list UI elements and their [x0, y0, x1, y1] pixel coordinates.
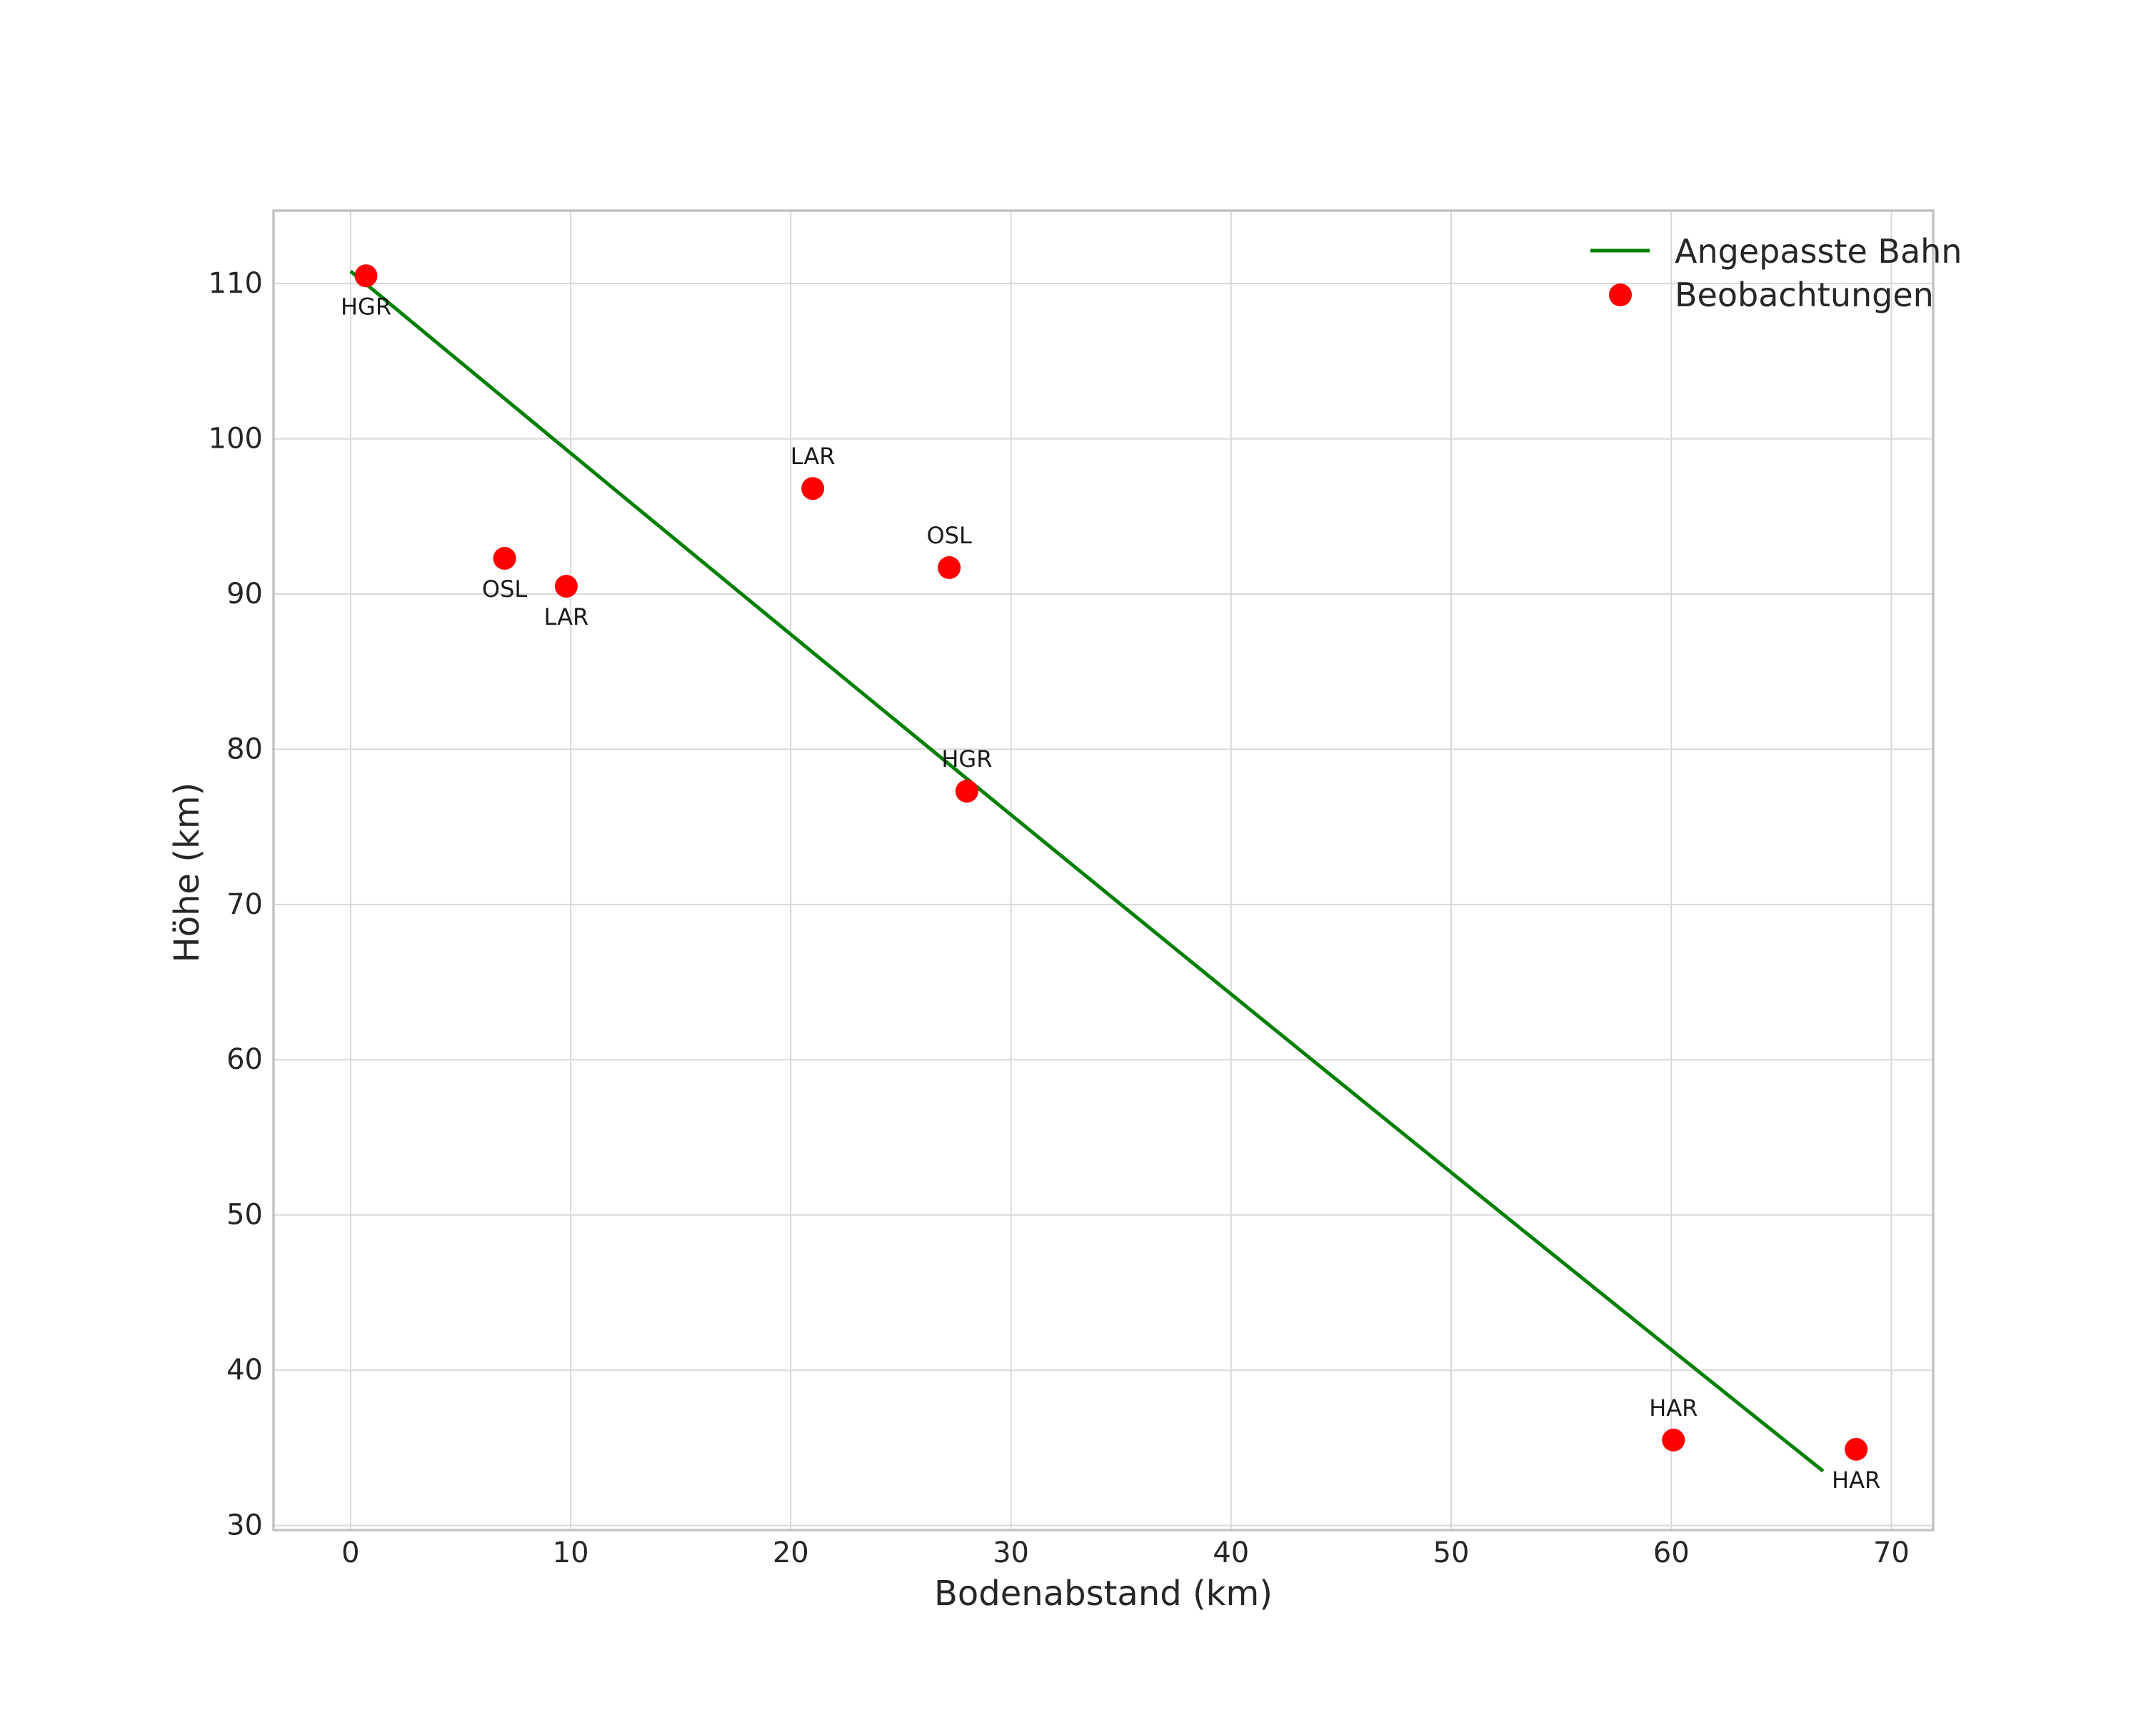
y-tick-110: 110 — [209, 267, 263, 300]
y-axis-label: Höhe (km) — [167, 783, 207, 963]
observation-marker-har-6 — [1662, 1428, 1685, 1452]
legend: Angepasste Bahn Beobachtungen — [1590, 232, 1962, 314]
x-tick-70: 70 — [1873, 1537, 1910, 1569]
plot-border — [272, 209, 1935, 1532]
station-label-har-6: HAR — [1649, 1394, 1698, 1422]
y-tick-100: 100 — [209, 423, 263, 456]
legend-label-fit-line: Angepasste Bahn — [1675, 232, 1962, 271]
station-label-lar-2: LAR — [544, 603, 589, 630]
observation-marker-lar-2 — [554, 575, 578, 598]
observation-marker-osl-4 — [938, 556, 961, 579]
x-tick-0: 0 — [341, 1537, 359, 1569]
x-tick-30: 30 — [993, 1537, 1029, 1569]
grid — [274, 211, 1933, 1530]
observation-marker-har-7 — [1845, 1437, 1868, 1461]
y-tick-60: 60 — [226, 1043, 263, 1076]
x-tick-60: 60 — [1653, 1537, 1690, 1569]
x-tick-20: 20 — [773, 1537, 809, 1569]
x-tick-40: 40 — [1213, 1537, 1249, 1569]
observation-marker-osl-1 — [493, 547, 516, 570]
station-label-osl-4: OSL — [927, 522, 973, 549]
observation-marker-hgr-0 — [354, 264, 378, 288]
x-tick-10: 10 — [553, 1537, 589, 1569]
station-label-lar-3: LAR — [791, 443, 836, 470]
y-tick-30: 30 — [226, 1509, 263, 1542]
legend-marker-swatch — [1609, 283, 1632, 306]
station-label-hgr-5: HGR — [941, 745, 992, 773]
station-label-har-7: HAR — [1832, 1467, 1880, 1494]
x-tick-50: 50 — [1433, 1537, 1470, 1569]
y-tick-90: 90 — [226, 578, 263, 610]
observation-points: HGR OSL LAR LAR OSL HGR HAR HAR — [341, 264, 1880, 1494]
y-tick-40: 40 — [226, 1354, 263, 1387]
tick-labels: 0 10 20 30 40 50 60 70 30 40 50 60 70 80 90 100 110 — [209, 267, 1910, 1569]
y-tick-70: 70 — [226, 888, 263, 921]
legend-label-observations: Beobachtungen — [1675, 276, 1934, 314]
observation-marker-hgr-5 — [955, 780, 978, 803]
observation-marker-lar-3 — [801, 477, 825, 501]
fit-line — [349, 269, 1825, 1473]
station-label-osl-1: OSL — [482, 575, 528, 603]
y-tick-80: 80 — [226, 733, 263, 765]
station-label-hgr-0: HGR — [341, 293, 391, 320]
y-tick-50: 50 — [226, 1199, 263, 1232]
x-axis-label: Bodenabstand (km) — [934, 1574, 1273, 1614]
